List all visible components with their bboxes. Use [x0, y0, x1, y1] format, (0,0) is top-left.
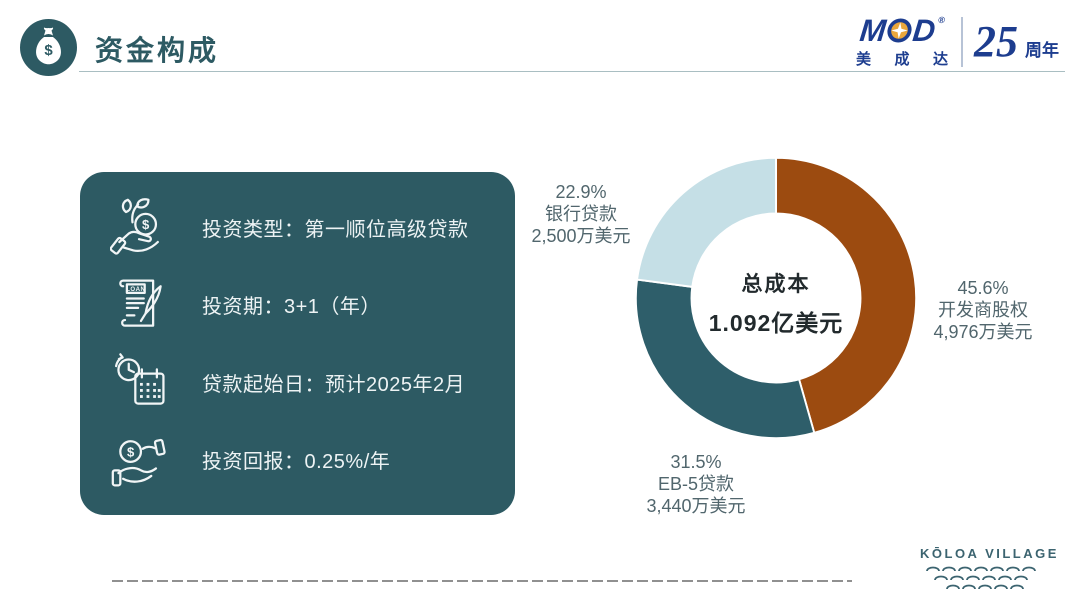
investment-info-card: $ 投资类型：第一顺位高级贷款 LOAN 投资期：3+1（年）	[80, 172, 515, 515]
donut-center-label: 总成本 1.092亿美元	[676, 268, 876, 338]
total-cost-value: 1.092亿美元	[708, 310, 844, 336]
header-divider-line	[79, 71, 1065, 72]
info-row-investment-period: LOAN 投资期：3+1（年）	[110, 275, 499, 335]
info-row-investment-type: $ 投资类型：第一顺位高级贷款	[110, 197, 499, 257]
donut-segment-bank-loan	[636, 156, 777, 288]
eb5-loan-percent: 31.5%	[670, 452, 722, 472]
brand-cn-char: 美	[856, 51, 872, 68]
brand-divider-line	[961, 17, 963, 67]
bank-loan-name: 银行贷款	[545, 204, 617, 224]
bottom-dashed-line	[112, 580, 852, 582]
dollar-glyph: $	[142, 217, 150, 232]
brand-cn-char: 成	[894, 51, 910, 68]
donut-segment-developer-equity	[775, 156, 918, 434]
loan-contract-icon: LOAN	[119, 279, 162, 327]
brand-mcd-block: M D ® 美 成 达	[856, 13, 948, 69]
dollar-glyph: $	[44, 42, 53, 59]
eb5-loan-amount: 3,440万美元	[646, 496, 746, 516]
total-cost-label: 总成本	[741, 273, 811, 296]
page-title: 资金构成	[95, 35, 220, 66]
hand-coin-sprout-icon: $	[110, 198, 159, 256]
brand-globe-icon	[887, 18, 912, 43]
koloa-village-logo: KŌLOA VILLAGE	[920, 546, 1056, 600]
anniversary-label: 周年	[1025, 41, 1059, 60]
capital-structure-donut-chart	[634, 156, 918, 440]
hand-receive-coin-icon: $	[111, 438, 166, 486]
developer-equity-name: 开发商股权	[938, 300, 1028, 320]
bank-loan-percent: 22.9%	[555, 182, 607, 202]
investment-return-label: 投资回报：0.25%/年	[202, 451, 391, 474]
loan-badge-text: LOAN	[126, 286, 145, 293]
registered-mark: ®	[937, 15, 946, 25]
brand-letter-m: M	[858, 13, 888, 48]
eb5-loan-name: EB-5贷款	[657, 474, 735, 494]
info-row-loan-start-date: 贷款起始日：预计2025年2月	[110, 352, 499, 412]
segment-label-developer-equity: 45.6% 开发商股权 4,976万美元	[908, 277, 1058, 343]
developer-equity-amount: 4,976万美元	[933, 322, 1033, 342]
calendar-clock-icon	[114, 353, 165, 405]
brand-mcd-row: M D ®	[858, 13, 946, 48]
bank-loan-amount: 2,500万美元	[531, 226, 631, 246]
investment-period-label: 投资期：3+1（年）	[202, 296, 381, 319]
anniversary-block: 25 周年	[974, 20, 1059, 64]
donut-segment-eb5-loan	[634, 278, 816, 440]
info-row-investment-return: $ 投资回报：0.25%/年	[110, 430, 499, 490]
waves-icon	[926, 566, 1036, 590]
brand-logo: M D ® 美 成 达 25 周年	[856, 13, 1059, 71]
segment-label-bank-loan: 22.9% 银行贷款 2,500万美元	[506, 181, 656, 247]
investment-type-label: 投资类型：第一顺位高级贷款	[202, 218, 469, 241]
brand-letter-d: D	[911, 13, 938, 48]
money-bag-icon: $	[20, 19, 77, 76]
loan-start-date-label: 贷款起始日：预计2025年2月	[202, 373, 466, 396]
brand-cn-char: 达	[932, 51, 948, 68]
dollar-glyph: $	[127, 444, 135, 459]
koloa-village-wordmark: KŌLOA VILLAGE	[920, 546, 1059, 561]
brand-cn-name: 美 成 达	[856, 48, 948, 69]
anniversary-number: 25	[974, 17, 1018, 66]
segment-label-eb5-loan: 31.5% EB-5贷款 3,440万美元	[621, 451, 771, 517]
developer-equity-percent: 45.6%	[957, 278, 1009, 298]
